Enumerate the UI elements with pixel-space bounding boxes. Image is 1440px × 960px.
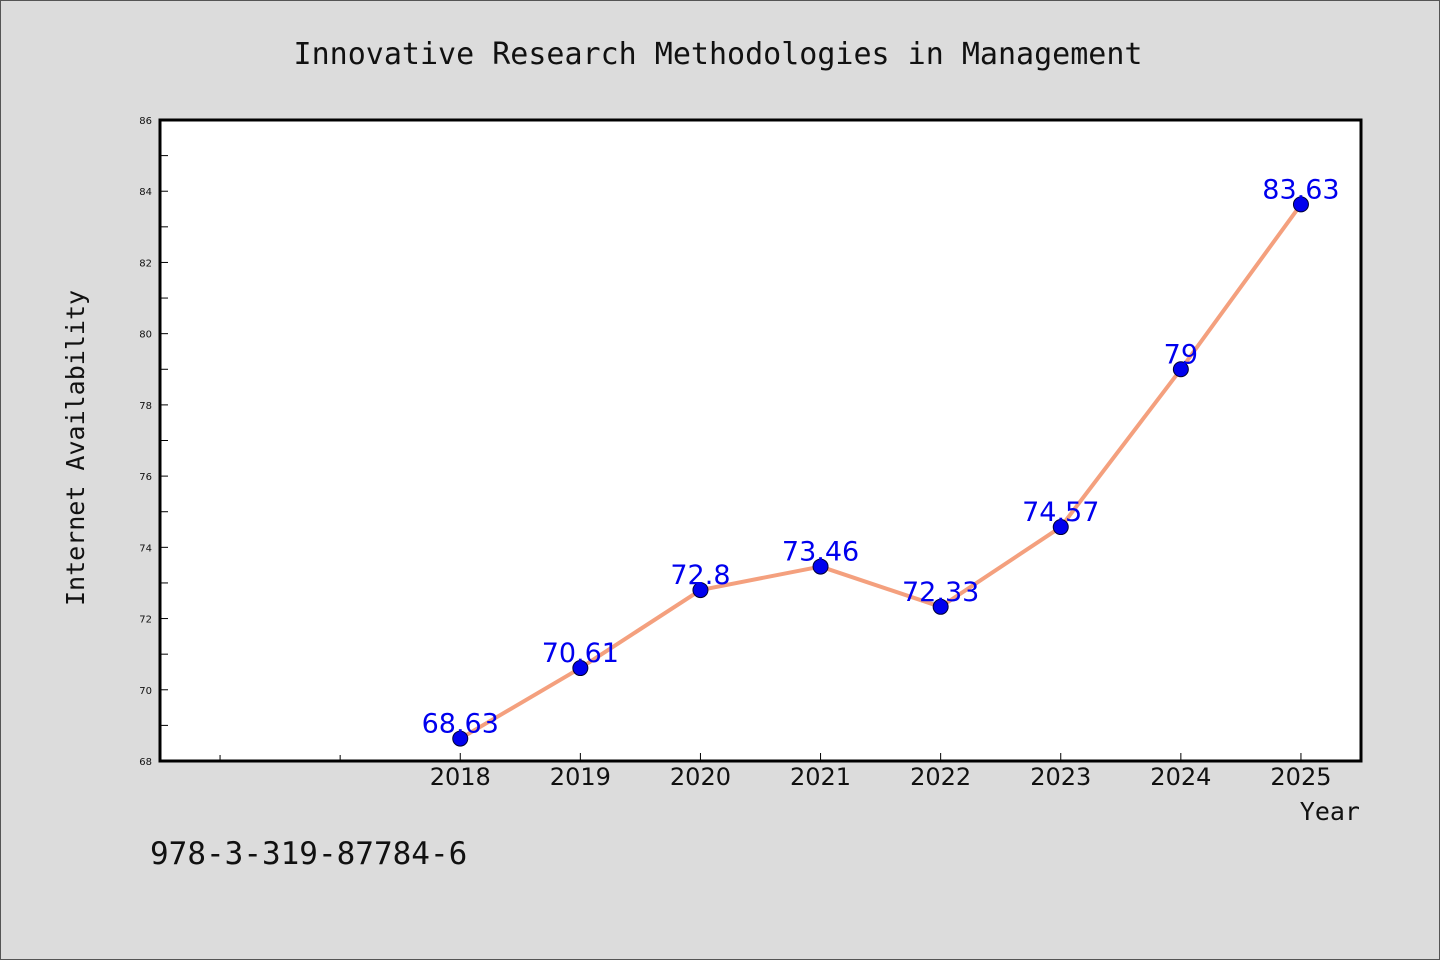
- chart-title: Innovative Research Methodologies in Man…: [294, 37, 1143, 72]
- data-labels: 68.63 70.61 72.8 73.46 72.33 74.57 79 83.63: [422, 174, 1340, 739]
- data-point: [452, 730, 469, 747]
- series-markers: [452, 196, 1309, 747]
- series-line: [458, 202, 1303, 741]
- x-tick-label: 2025: [1270, 763, 1331, 791]
- plot-border: [158, 118, 1363, 763]
- x-tick-label: 2024: [1150, 763, 1211, 791]
- data-point: [572, 660, 589, 677]
- x-tick-label: 2022: [910, 763, 971, 791]
- y-tick-label: 72: [139, 615, 152, 626]
- x-tick-label: 2018: [430, 763, 491, 791]
- data-label: 73.46: [782, 537, 859, 568]
- data-point: [1052, 519, 1069, 536]
- y-tick-label: 86: [139, 116, 152, 127]
- y-tick-label: 78: [139, 401, 152, 412]
- y-tick-label: 84: [139, 187, 152, 198]
- data-label: 79: [1164, 339, 1198, 370]
- y-axis-ticks: 68 70 72 74 76 78 80 82 84 86: [139, 116, 168, 768]
- data-point: [812, 558, 829, 575]
- y-tick-label: 68: [139, 757, 152, 768]
- y-tick-label: 70: [139, 686, 152, 697]
- data-label: 72.33: [902, 577, 979, 608]
- plot-area: [160, 120, 1361, 761]
- data-label: 68.63: [422, 709, 499, 740]
- footnote-isbn: 978-3-319-87784-6: [150, 836, 467, 872]
- x-axis-ticks: 2018 2019 2020 2021 2022 2023 2024 2025: [430, 753, 1331, 791]
- y-tick-label: 82: [139, 258, 152, 269]
- data-label: 83.63: [1262, 174, 1339, 205]
- x-tick-label: 2021: [790, 763, 851, 791]
- data-point: [692, 582, 709, 599]
- y-tick-label: 80: [139, 330, 152, 341]
- data-label: 70.61: [542, 638, 619, 669]
- data-point: [1172, 361, 1189, 378]
- data-point: [932, 598, 949, 615]
- data-label: 72.8: [670, 560, 730, 591]
- y-tick-label: 74: [139, 543, 152, 554]
- x-tick-label: 2019: [550, 763, 611, 791]
- y-tick-label: 76: [139, 472, 152, 483]
- x-axis-label: Year: [1300, 797, 1360, 826]
- data-label: 74.57: [1022, 497, 1099, 528]
- data-point: [1292, 196, 1309, 213]
- y-axis-label: Internet Availability: [61, 290, 90, 606]
- x-tick-label: 2020: [670, 763, 731, 791]
- x-tick-label: 2023: [1030, 763, 1091, 791]
